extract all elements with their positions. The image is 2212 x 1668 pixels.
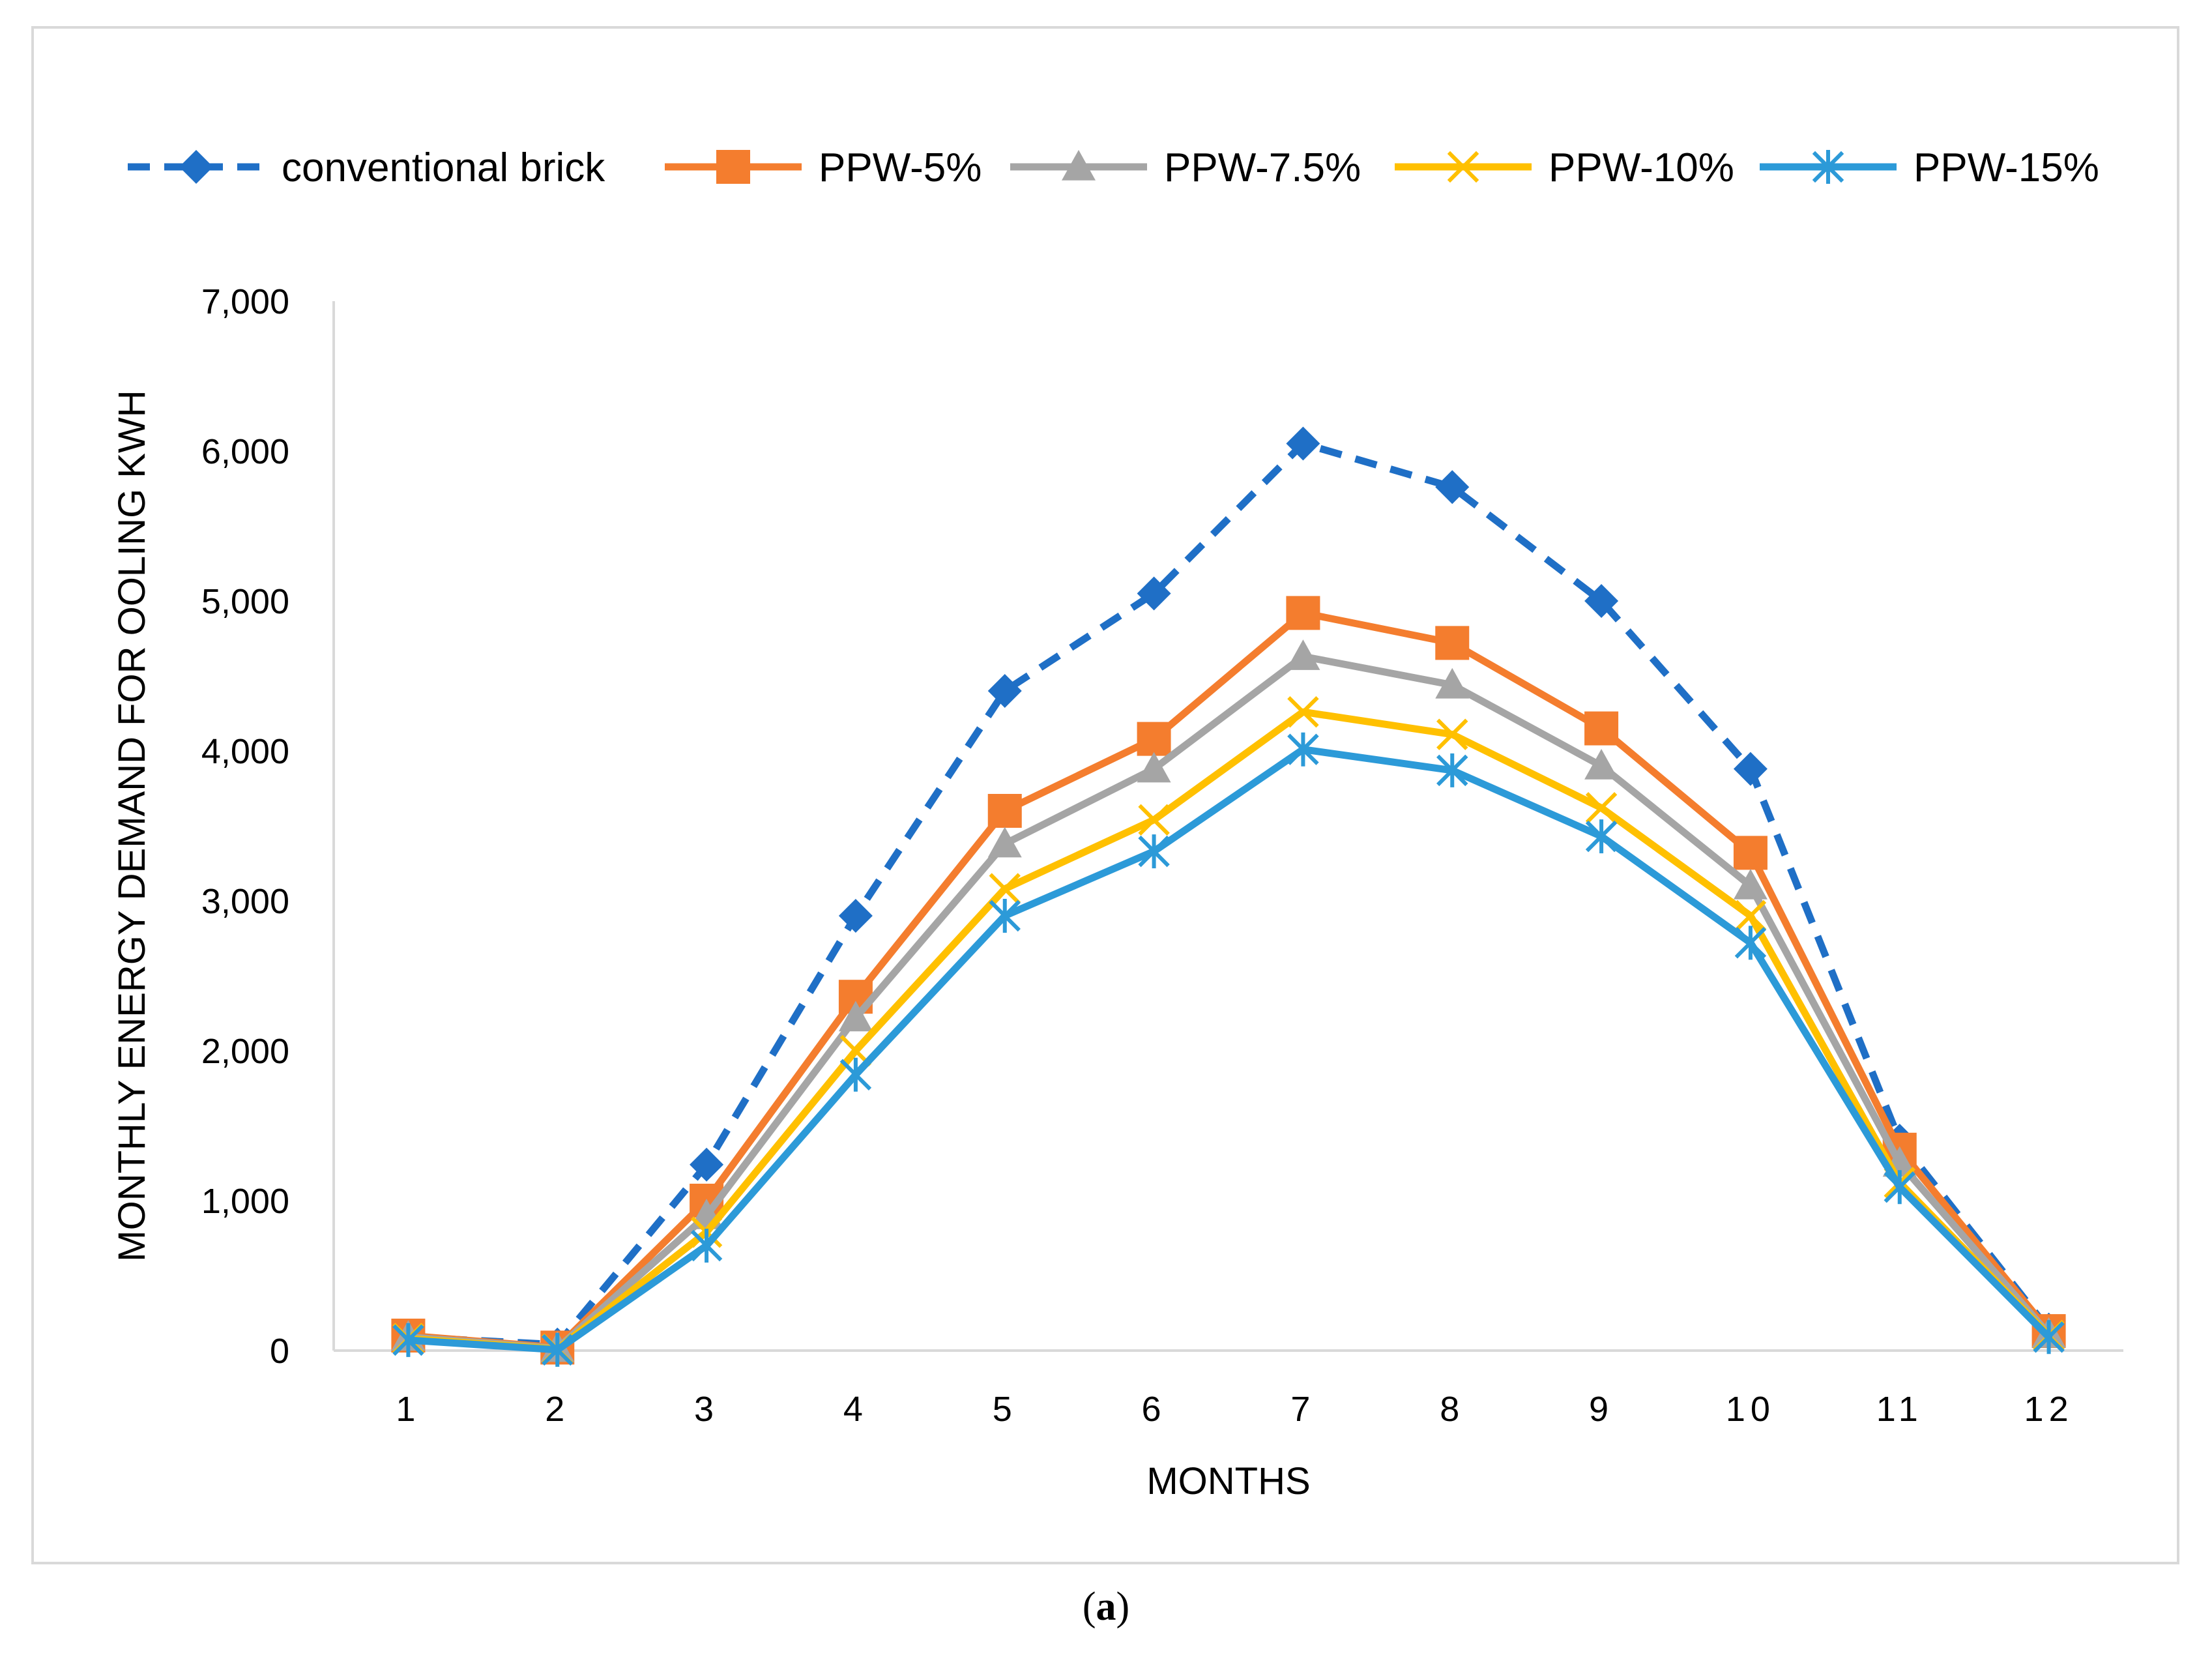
data-point <box>1733 836 1768 870</box>
series-line-4 <box>404 746 2053 1354</box>
x-tick-label: 8 <box>1440 1390 1464 1429</box>
data-point <box>1436 753 1468 787</box>
x-tick-label: 7 <box>1290 1390 1315 1429</box>
series-line-1 <box>404 609 2053 1351</box>
x-tick-label: 4 <box>843 1390 868 1429</box>
data-point <box>838 899 873 933</box>
data-point <box>1733 752 1768 786</box>
x-axis-title: MONTHS <box>1146 1460 1310 1502</box>
legend-label: PPW-5% <box>819 145 982 190</box>
y-tick-label: 5,000 <box>201 582 289 621</box>
data-point <box>392 1323 424 1357</box>
series-line-0 <box>408 440 2052 1349</box>
data-point <box>1435 667 1470 699</box>
data-point <box>1138 834 1170 869</box>
data-point <box>1137 722 1171 756</box>
series-line-2 <box>404 652 2053 1353</box>
data-point <box>1585 792 1618 824</box>
legend-label: PPW-10% <box>1549 145 1734 190</box>
series-line-3 <box>404 708 2053 1353</box>
data-point <box>542 1332 574 1367</box>
x-tick-label: 3 <box>694 1390 719 1429</box>
data-point <box>1286 426 1320 461</box>
x-tick-label: 1 <box>396 1390 420 1429</box>
y-tick-label: 4,000 <box>201 732 289 771</box>
x-tick-label: 2 <box>545 1390 570 1429</box>
data-point <box>1137 752 1171 783</box>
data-point <box>838 1001 873 1032</box>
data-point <box>1435 626 1470 660</box>
caption-label: a <box>1096 1585 1116 1629</box>
y-tick-label: 1,000 <box>201 1182 289 1221</box>
legend-label: conventional brick <box>282 145 605 190</box>
y-axis-title: MONTHLY ENERGY DEMAND FOR OOLING KWH <box>111 390 153 1261</box>
data-point <box>987 674 1022 708</box>
legend-label: PPW-7.5% <box>1164 145 1361 190</box>
data-point <box>1286 639 1320 670</box>
legend-marker <box>179 150 213 184</box>
x-tick-label: 12 <box>2024 1390 2074 1429</box>
x-tick-label: 9 <box>1589 1390 1614 1429</box>
x-tick-label: 11 <box>1876 1390 1923 1429</box>
legend-marker <box>1062 150 1096 181</box>
y-tick-label: 0 <box>270 1332 289 1371</box>
data-point <box>1138 804 1170 836</box>
figure-caption: (a) <box>1082 1585 1130 1629</box>
y-tick-label: 6,000 <box>201 432 289 471</box>
data-point <box>1584 584 1619 618</box>
data-point <box>1286 596 1320 630</box>
y-tick-label: 2,000 <box>201 1032 289 1071</box>
data-point <box>1734 926 1767 960</box>
data-point <box>989 899 1021 933</box>
y-tick-label: 3,000 <box>201 882 289 921</box>
legend-marker <box>1812 150 1844 184</box>
data-point <box>1436 718 1468 750</box>
y-tick-label: 7,000 <box>201 282 289 321</box>
legend-marker <box>1447 151 1479 183</box>
data-point <box>1435 470 1470 505</box>
x-tick-label: 5 <box>993 1390 1017 1429</box>
data-point <box>989 873 1021 905</box>
data-point <box>1287 732 1319 767</box>
data-point <box>1884 1170 1915 1205</box>
legend-label: PPW-15% <box>1914 145 2099 190</box>
data-point <box>1733 869 1768 900</box>
data-point <box>839 1057 872 1092</box>
legend-marker <box>716 150 750 184</box>
data-point <box>690 1229 723 1263</box>
data-point <box>690 1147 724 1182</box>
data-point <box>1734 900 1767 932</box>
data-point <box>1584 749 1619 780</box>
data-point <box>1585 819 1618 854</box>
data-point <box>1137 576 1171 611</box>
data-point <box>987 827 1022 858</box>
data-point <box>2033 1320 2065 1354</box>
x-tick-label: 10 <box>1726 1390 1775 1429</box>
data-point <box>1584 711 1619 746</box>
data-point <box>1287 695 1319 728</box>
data-point <box>987 794 1022 828</box>
x-tick-label: 6 <box>1142 1390 1167 1429</box>
